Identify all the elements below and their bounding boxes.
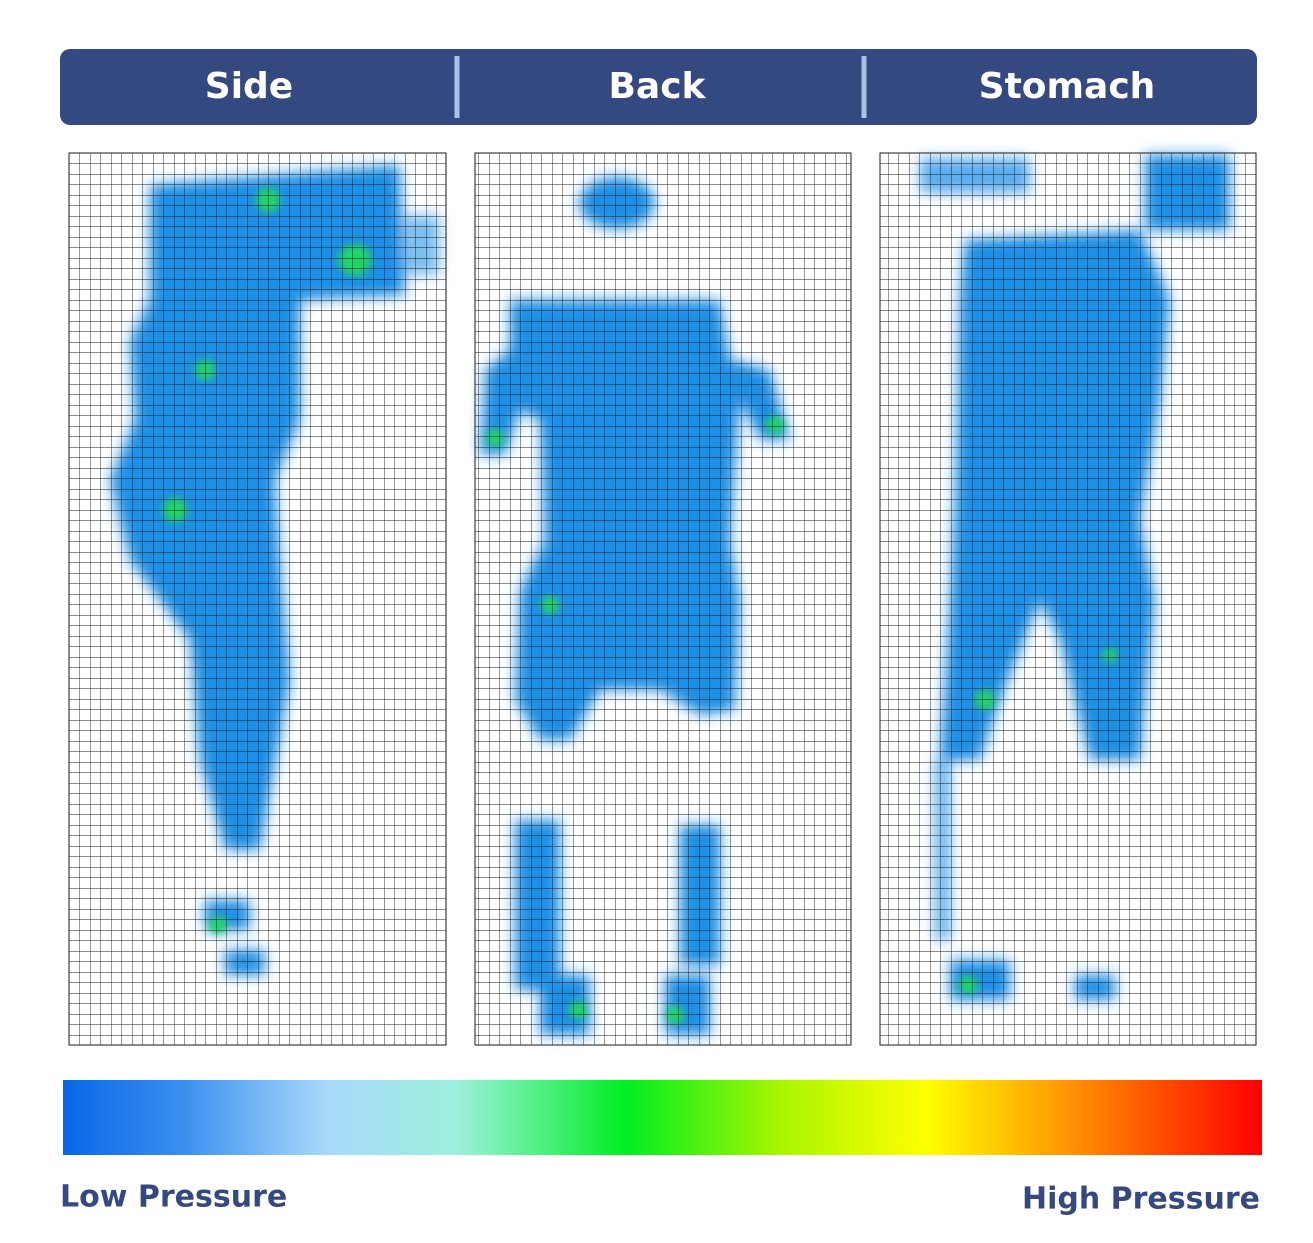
tab-label[interactable]: Back: [608, 66, 706, 107]
color-scale: [63, 1080, 1262, 1155]
tab-label[interactable]: Side: [205, 66, 293, 107]
back-heatmap: [474, 152, 852, 1046]
tab-bar: [60, 49, 1257, 125]
legend-low-label: Low Pressure: [60, 1180, 287, 1215]
tab-label[interactable]: Stomach: [979, 66, 1156, 107]
stomach-heatmap: [879, 152, 1257, 1046]
side-heatmap: [68, 152, 447, 1046]
legend-high-label: High Pressure: [1022, 1182, 1260, 1217]
